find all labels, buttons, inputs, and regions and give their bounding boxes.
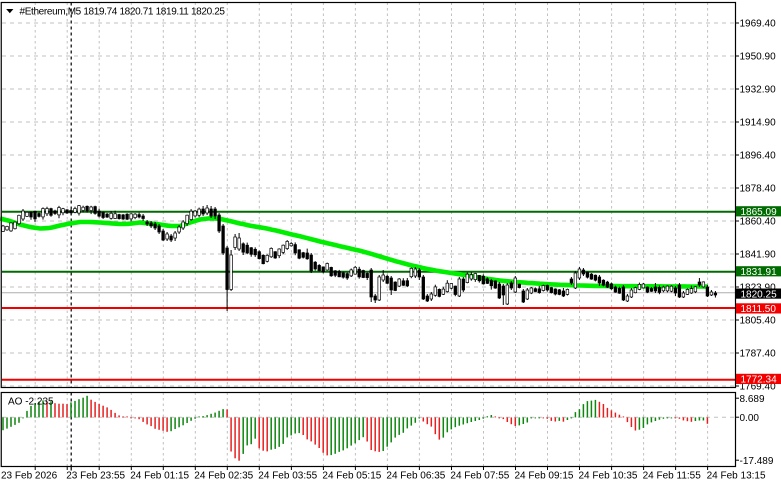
svg-text:1865.09: 1865.09	[741, 207, 778, 218]
svg-text:24 Feb 10:35: 24 Feb 10:35	[579, 471, 638, 482]
svg-text:1772.34: 1772.34	[741, 375, 778, 386]
svg-text:#Ethereum,M5 1819.74 1820.71: #Ethereum,M5 1819.74 1820.71 1819.11 182…	[20, 7, 226, 18]
svg-text:23 Feb 23:55: 23 Feb 23:55	[66, 471, 125, 482]
svg-text:1860.40: 1860.40	[740, 217, 777, 228]
svg-text:1805.40: 1805.40	[740, 316, 777, 327]
svg-text:1914.90: 1914.90	[740, 118, 777, 129]
svg-text:1831.91: 1831.91	[741, 267, 778, 278]
svg-text:24 Feb 11:55: 24 Feb 11:55	[643, 471, 702, 482]
svg-text:1811.50: 1811.50	[741, 304, 777, 315]
svg-text:1969.40: 1969.40	[740, 19, 777, 30]
svg-text:1950.90: 1950.90	[740, 52, 777, 63]
svg-text:24 Feb 07:55: 24 Feb 07:55	[450, 471, 509, 482]
svg-text:1823.90: 1823.90	[740, 283, 777, 294]
svg-text:24 Feb 05:15: 24 Feb 05:15	[322, 471, 381, 482]
svg-text:24 Feb 02:35: 24 Feb 02:35	[194, 471, 253, 482]
svg-text:-17.489: -17.489	[740, 456, 774, 467]
svg-text:24 Feb 09:15: 24 Feb 09:15	[515, 471, 574, 482]
svg-text:1932.90: 1932.90	[740, 85, 777, 96]
svg-text:24 Feb 03:55: 24 Feb 03:55	[258, 471, 317, 482]
svg-text:24 Feb 13:15: 24 Feb 13:15	[707, 471, 766, 482]
svg-text:AO -2.235: AO -2.235	[8, 397, 54, 408]
svg-text:24 Feb 01:15: 24 Feb 01:15	[130, 471, 189, 482]
svg-text:23 Feb 2026: 23 Feb 2026	[1, 471, 58, 482]
svg-text:1896.40: 1896.40	[740, 151, 777, 162]
svg-text:8.689: 8.689	[740, 394, 765, 405]
svg-text:1787.40: 1787.40	[740, 349, 777, 360]
svg-text:0.00: 0.00	[740, 413, 760, 424]
svg-text:1820.25: 1820.25	[741, 289, 778, 300]
svg-text:1769.40: 1769.40	[740, 382, 777, 393]
svg-text:24 Feb 06:35: 24 Feb 06:35	[386, 471, 445, 482]
svg-text:1878.40: 1878.40	[740, 184, 777, 195]
svg-text:1841.90: 1841.90	[740, 250, 777, 261]
